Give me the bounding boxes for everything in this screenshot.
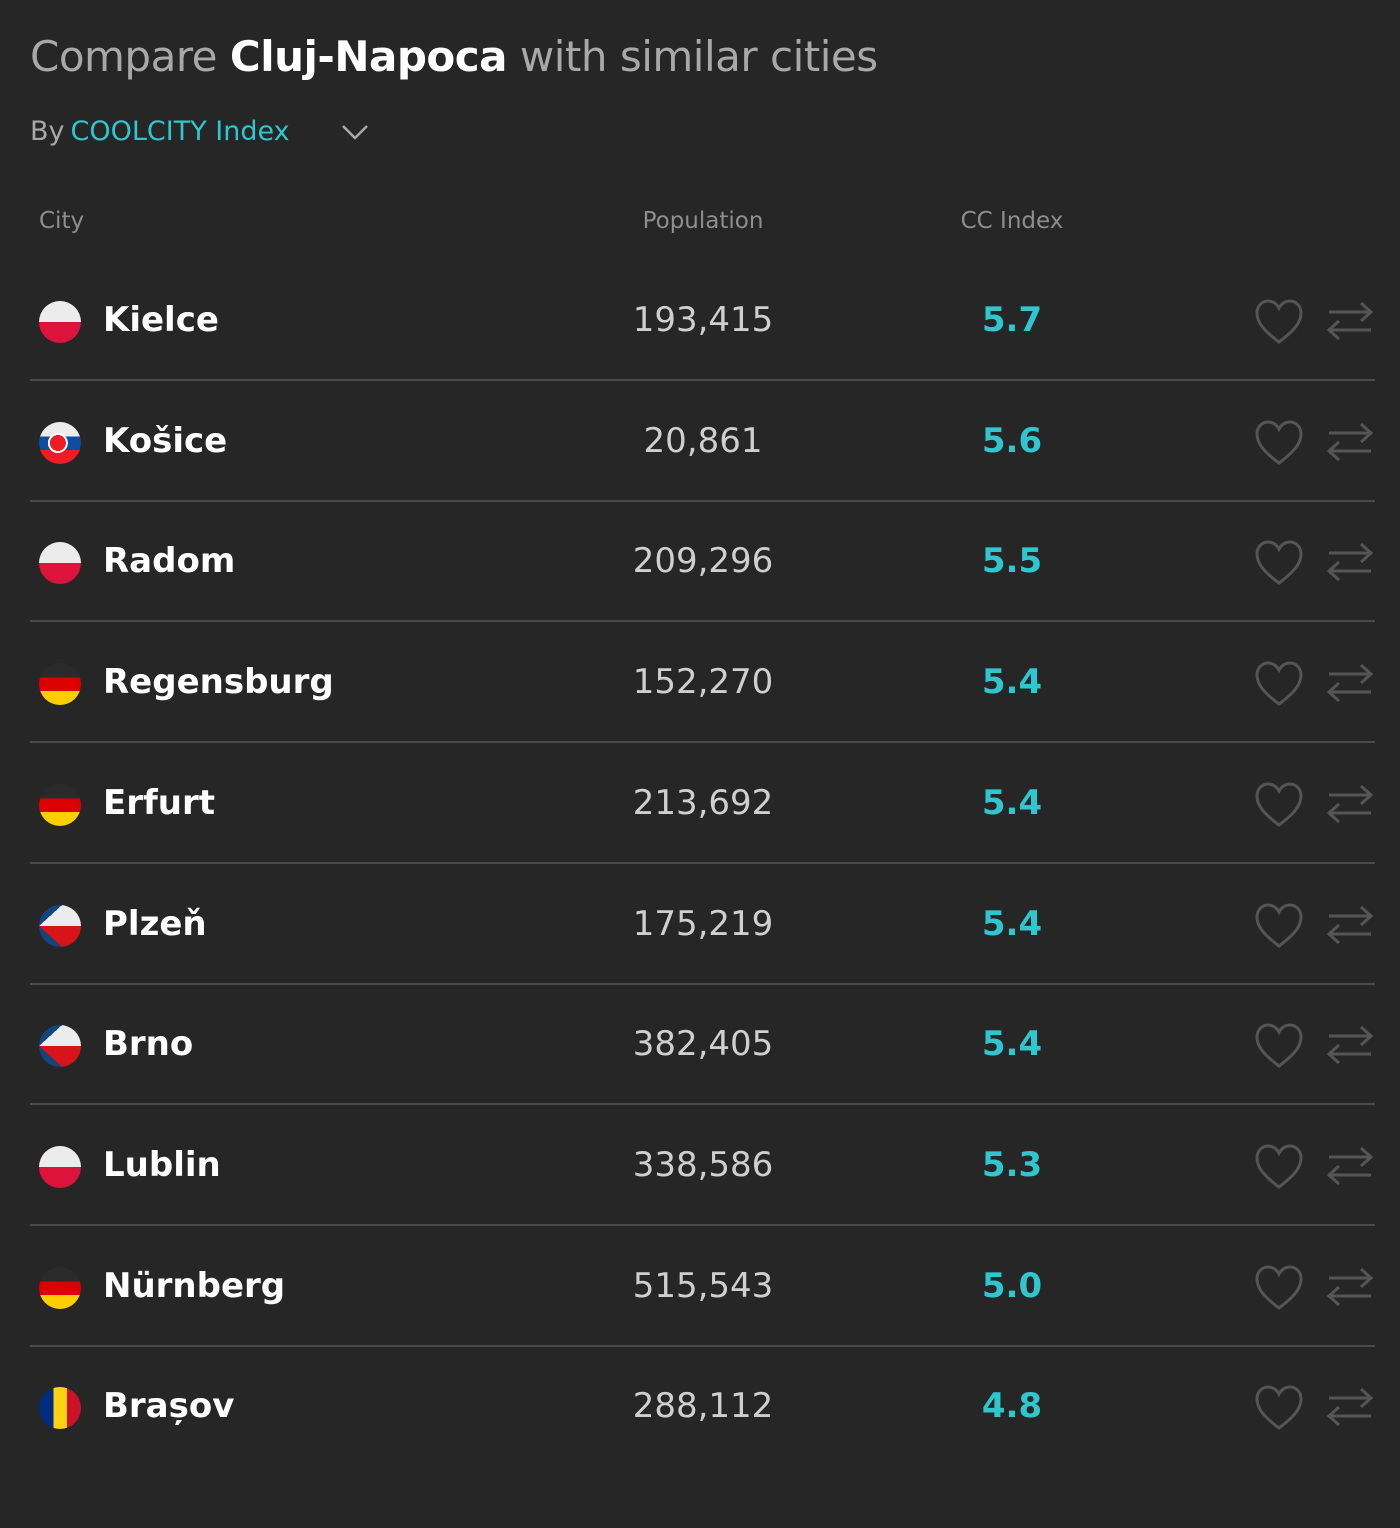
sort-selector[interactable]: By COOLCITY Index	[30, 116, 290, 147]
cc-index: 5.4	[981, 903, 1043, 944]
cc-index: 5.4	[981, 1024, 1043, 1065]
city-name[interactable]: Regensburg	[103, 662, 334, 703]
compare-button[interactable]	[1326, 298, 1374, 350]
table-row[interactable]: Regensburg 152,270 5.4	[0, 661, 1400, 804]
country-flag	[39, 421, 81, 464]
cc-index: 4.8	[981, 1386, 1043, 1427]
country-flag	[39, 1266, 81, 1309]
compare-button[interactable]	[1326, 1143, 1374, 1195]
city-name[interactable]: Brașov	[103, 1386, 235, 1427]
table-row[interactable]: Radom 209,296 5.5	[0, 540, 1400, 683]
favorite-button[interactable]	[1253, 539, 1305, 591]
compare-button[interactable]	[1326, 781, 1374, 833]
column-header: City	[39, 208, 85, 234]
row-separator	[30, 379, 1375, 381]
table-row[interactable]: Nürnberg 515,543 5.0	[0, 1265, 1400, 1408]
cc-index: 5.3	[981, 1144, 1043, 1185]
country-flag	[39, 542, 81, 585]
population: 152,270	[632, 662, 774, 703]
city-name[interactable]: Radom	[103, 541, 236, 582]
favorite-button[interactable]	[1253, 419, 1305, 471]
row-separator	[30, 1223, 1375, 1226]
row-separator	[30, 620, 1375, 623]
country-flag	[39, 1387, 81, 1430]
row-separator	[30, 1103, 1375, 1106]
city-name[interactable]: Lublin	[103, 1144, 221, 1185]
country-flag	[39, 1145, 81, 1188]
population: 515,543	[632, 1265, 774, 1306]
compare-button[interactable]	[1326, 902, 1374, 954]
city-name[interactable]: Erfurt	[103, 782, 216, 823]
sort-label: By	[30, 116, 65, 147]
compare-button[interactable]	[1326, 1022, 1374, 1074]
city-name[interactable]: Plzeň	[103, 903, 207, 944]
population: 193,415	[632, 300, 774, 340]
city-name[interactable]: Nürnberg	[103, 1265, 286, 1306]
title: Compare Cluj-Napoca with similar cities	[30, 32, 878, 81]
population: 209,296	[632, 541, 774, 582]
column-header: CC Index	[960, 208, 1064, 234]
city-name[interactable]: Košice	[103, 420, 228, 461]
dropdown-chevron[interactable]	[340, 122, 370, 142]
title-city: Cluj-Napoca	[229, 32, 508, 81]
country-flag	[39, 904, 81, 947]
favorite-button[interactable]	[1253, 781, 1305, 833]
favorite-button[interactable]	[1253, 1143, 1305, 1195]
favorite-button[interactable]	[1253, 1384, 1305, 1436]
cc-index: 5.7	[981, 300, 1043, 340]
page: Compare Cluj-Napoca with similar cities …	[0, 32, 1400, 1431]
compare-button[interactable]	[1326, 539, 1374, 591]
favorite-button[interactable]	[1253, 660, 1305, 712]
favorite-button[interactable]	[1253, 1022, 1305, 1074]
cc-index: 5.5	[981, 541, 1043, 582]
row-separator	[30, 499, 1375, 502]
cc-index: 5.4	[981, 782, 1043, 823]
population: 175,219	[632, 903, 774, 944]
favorite-button[interactable]	[1253, 902, 1305, 954]
population: 20,861	[643, 420, 763, 461]
compare-button[interactable]	[1326, 419, 1374, 471]
row-separator	[30, 1344, 1375, 1347]
table-row[interactable]: Kielce 193,415 5.7	[0, 299, 1400, 442]
population: 288,112	[632, 1386, 774, 1427]
compare-button[interactable]	[1326, 1384, 1374, 1436]
table-row[interactable]: Lublin 338,586 5.3	[0, 1144, 1400, 1287]
cc-index: 5.4	[981, 662, 1043, 703]
table-row[interactable]: Erfurt 213,692 5.4	[0, 782, 1400, 925]
city-name[interactable]: Brno	[103, 1024, 194, 1065]
compare-button[interactable]	[1326, 1264, 1374, 1316]
favorite-button[interactable]	[1253, 298, 1305, 350]
table-row[interactable]: Brașov 288,112 4.8	[0, 1385, 1400, 1528]
column-header: Population	[642, 208, 764, 234]
table-row[interactable]: Košice 20,861 5.6	[0, 420, 1400, 563]
country-flag	[39, 1025, 81, 1068]
title-prefix: Compare	[30, 32, 218, 81]
cc-index: 5.6	[981, 420, 1043, 461]
city-name[interactable]: Kielce	[103, 300, 219, 340]
country-flag	[39, 301, 81, 343]
sort-option[interactable]: COOLCITY Index	[70, 116, 290, 147]
title-suffix: with similar cities	[519, 32, 878, 81]
population: 213,692	[632, 782, 774, 823]
population: 382,405	[632, 1024, 774, 1065]
row-separator	[30, 741, 1375, 744]
favorite-button[interactable]	[1253, 1264, 1305, 1316]
cc-index: 5.0	[981, 1265, 1043, 1306]
population: 338,586	[632, 1144, 774, 1185]
country-flag	[39, 783, 81, 826]
table-row[interactable]: Plzeň 175,219 5.4	[0, 902, 1400, 1046]
row-separator	[30, 861, 1375, 864]
country-flag	[39, 663, 81, 706]
row-separator	[30, 982, 1375, 985]
table-row[interactable]: Brno 382,405 5.4	[0, 1023, 1400, 1166]
compare-button[interactable]	[1326, 660, 1374, 712]
